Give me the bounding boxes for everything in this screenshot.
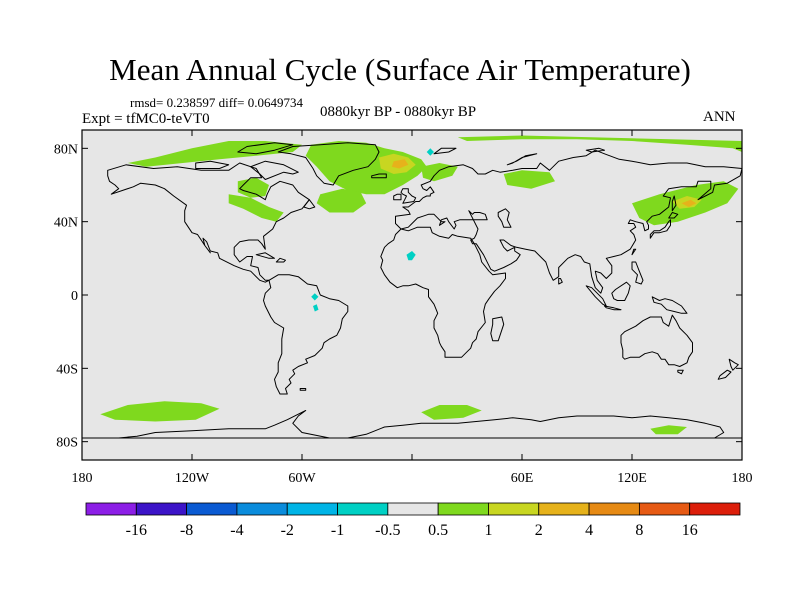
figure-title: Mean Annual Cycle (Surface Air Temperatu… <box>109 52 691 87</box>
lon-tick-label: 60W <box>288 471 316 486</box>
colorbar-swatch <box>387 502 439 516</box>
southern-ocean-pacific-anomaly <box>100 401 220 422</box>
coastline-ellesmere-island <box>237 142 294 155</box>
colorbar-label: 1 <box>484 522 492 539</box>
colorbar-label: 0.5 <box>428 522 448 539</box>
colorbar: -16 -8 -4 -2 -1 -0.5 0.5 1 2 4 8 16 <box>85 502 741 539</box>
colorbar-label: -16 <box>126 522 147 539</box>
colorbar-swatch <box>236 502 288 516</box>
colorbar-swatch <box>85 502 137 516</box>
colorbar-swatch <box>135 502 188 516</box>
colorbar-swatch <box>337 502 389 516</box>
season-label: ANN <box>703 109 736 125</box>
coastline-madagascar <box>490 316 505 342</box>
east-north-america-anomaly <box>228 194 284 222</box>
coastline-new-guinea <box>651 296 688 314</box>
coastline-new-zealand-north <box>728 358 739 371</box>
arctic-ocean-anomaly <box>457 135 742 152</box>
coastline-north-america <box>107 162 310 283</box>
north-pacific-peak <box>681 199 697 207</box>
africa-cyan <box>406 251 416 261</box>
lon-tick-label: 180 <box>732 471 753 486</box>
coastline-newfoundland <box>303 199 316 210</box>
north-atlantic-anomaly <box>316 188 367 213</box>
axis-ticks: 80N 40N 0 40S 80S 180 120W 60W 60E 120E 180 <box>54 130 753 486</box>
coastline-great-britain <box>400 188 417 204</box>
coastline-iceland <box>371 173 387 179</box>
colorbar-label: 16 <box>682 522 698 539</box>
colorbar-swatch <box>488 502 540 516</box>
colorbar-swatch <box>186 502 238 516</box>
lat-tick-label: 80S <box>56 436 78 451</box>
colorbar-label: 4 <box>585 522 593 539</box>
coastline-layer <box>81 142 743 439</box>
coastline-sri-lanka <box>558 278 563 285</box>
coastline-java <box>604 305 622 311</box>
colorbar-swatch <box>286 502 338 516</box>
coastline-svalbard <box>433 147 457 155</box>
coastline-borneo <box>611 281 631 301</box>
coastline-south-america <box>263 274 349 395</box>
lat-tick-label: 40S <box>56 362 78 377</box>
coastline-baffin-island <box>250 160 299 180</box>
period-label: 0880kyr BP - 0880kyr BP <box>320 104 477 120</box>
coastline-africa <box>380 226 506 358</box>
amazon-cyan-2 <box>313 304 319 312</box>
coastline-greenland <box>277 142 380 186</box>
coastline-new-zealand-south <box>717 369 732 380</box>
scandinavia-anomaly <box>421 163 458 182</box>
east-antarctic-anomaly <box>650 425 687 435</box>
amazon-cyan <box>311 293 319 301</box>
coastline-tasmania <box>677 369 684 375</box>
colorbar-label: -8 <box>180 522 193 539</box>
coastline-philippines <box>631 261 644 285</box>
lat-tick-label: 80N <box>54 142 78 157</box>
coastline-taiwan <box>631 248 637 256</box>
colorbar-swatch <box>538 502 590 516</box>
colorbar-swatch <box>689 502 741 516</box>
coastline-novaya-zemlya <box>506 153 538 166</box>
lat-tick-label: 0 <box>71 289 78 304</box>
lon-tick-label: 120W <box>175 471 210 486</box>
coastline-japan <box>649 219 671 239</box>
lat-tick-label: 40N <box>54 216 78 231</box>
coastline-sakhalin <box>671 195 677 212</box>
canadian-arctic-anomaly <box>127 141 302 167</box>
colorbar-label: -2 <box>281 522 294 539</box>
lon-tick-label: 180 <box>72 471 93 486</box>
coastline-falklands <box>299 388 307 391</box>
lon-tick-label: 60E <box>511 471 534 486</box>
lon-tick-label: 120E <box>617 471 647 486</box>
colorbar-swatch <box>638 502 691 516</box>
coastline-caspian-sea <box>497 208 512 228</box>
southern-ocean-atlantic-anomaly <box>421 405 482 420</box>
coastline-ireland <box>393 193 402 201</box>
coastline-hokkaido <box>668 212 679 219</box>
rmsd-diff-stats: rmsd= 0.238597 diff= 0.0649734 <box>130 95 303 110</box>
coastline-severnaya-zemlya <box>585 147 605 153</box>
experiment-label: Expt = tfMC0-teVT0 <box>82 111 210 127</box>
coastline-victoria-island <box>195 160 230 169</box>
colorbar-label: -1 <box>331 522 344 539</box>
arctic-small-cyan <box>426 148 434 156</box>
nordic-seas-peak <box>391 159 409 169</box>
colorbar-label: -4 <box>230 522 243 539</box>
siberia-anomaly <box>503 170 555 189</box>
colorbar-label: -0.5 <box>375 522 400 539</box>
coastline-cuba <box>255 252 275 259</box>
coastline-eurasia <box>395 149 743 294</box>
colorbar-swatch <box>588 502 640 516</box>
coastline-australia <box>620 314 693 367</box>
colorbar-swatch <box>437 502 489 516</box>
coastline-hispaniola <box>275 257 286 263</box>
coastline-antarctica <box>81 410 743 439</box>
colorbar-label: 8 <box>635 522 643 539</box>
colorbar-label: 2 <box>535 522 543 539</box>
